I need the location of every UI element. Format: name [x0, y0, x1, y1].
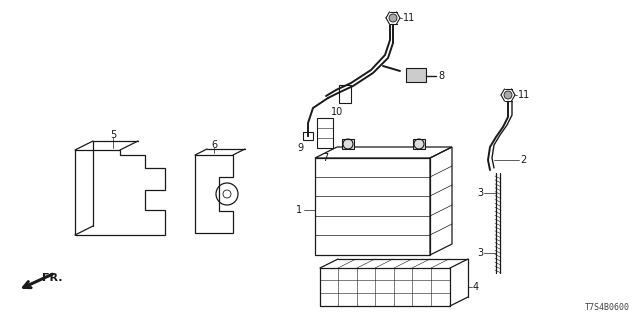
Text: T7S4B0600: T7S4B0600 — [585, 303, 630, 312]
Circle shape — [389, 14, 397, 22]
Text: 1: 1 — [296, 205, 302, 215]
Text: 2: 2 — [520, 155, 526, 165]
Text: 9: 9 — [297, 143, 303, 153]
Text: FR.: FR. — [42, 273, 63, 283]
FancyBboxPatch shape — [406, 68, 426, 82]
Text: 3: 3 — [477, 248, 483, 258]
Text: 6: 6 — [211, 140, 217, 150]
Text: 3: 3 — [477, 188, 483, 198]
Circle shape — [504, 91, 512, 99]
Text: 7: 7 — [322, 153, 328, 163]
Text: 10: 10 — [331, 107, 343, 117]
FancyBboxPatch shape — [342, 139, 354, 149]
FancyBboxPatch shape — [413, 139, 425, 149]
Text: 11: 11 — [518, 90, 531, 100]
Text: 8: 8 — [438, 71, 444, 81]
Text: 11: 11 — [403, 13, 415, 23]
Text: 5: 5 — [110, 130, 116, 140]
Text: 4: 4 — [473, 282, 479, 292]
